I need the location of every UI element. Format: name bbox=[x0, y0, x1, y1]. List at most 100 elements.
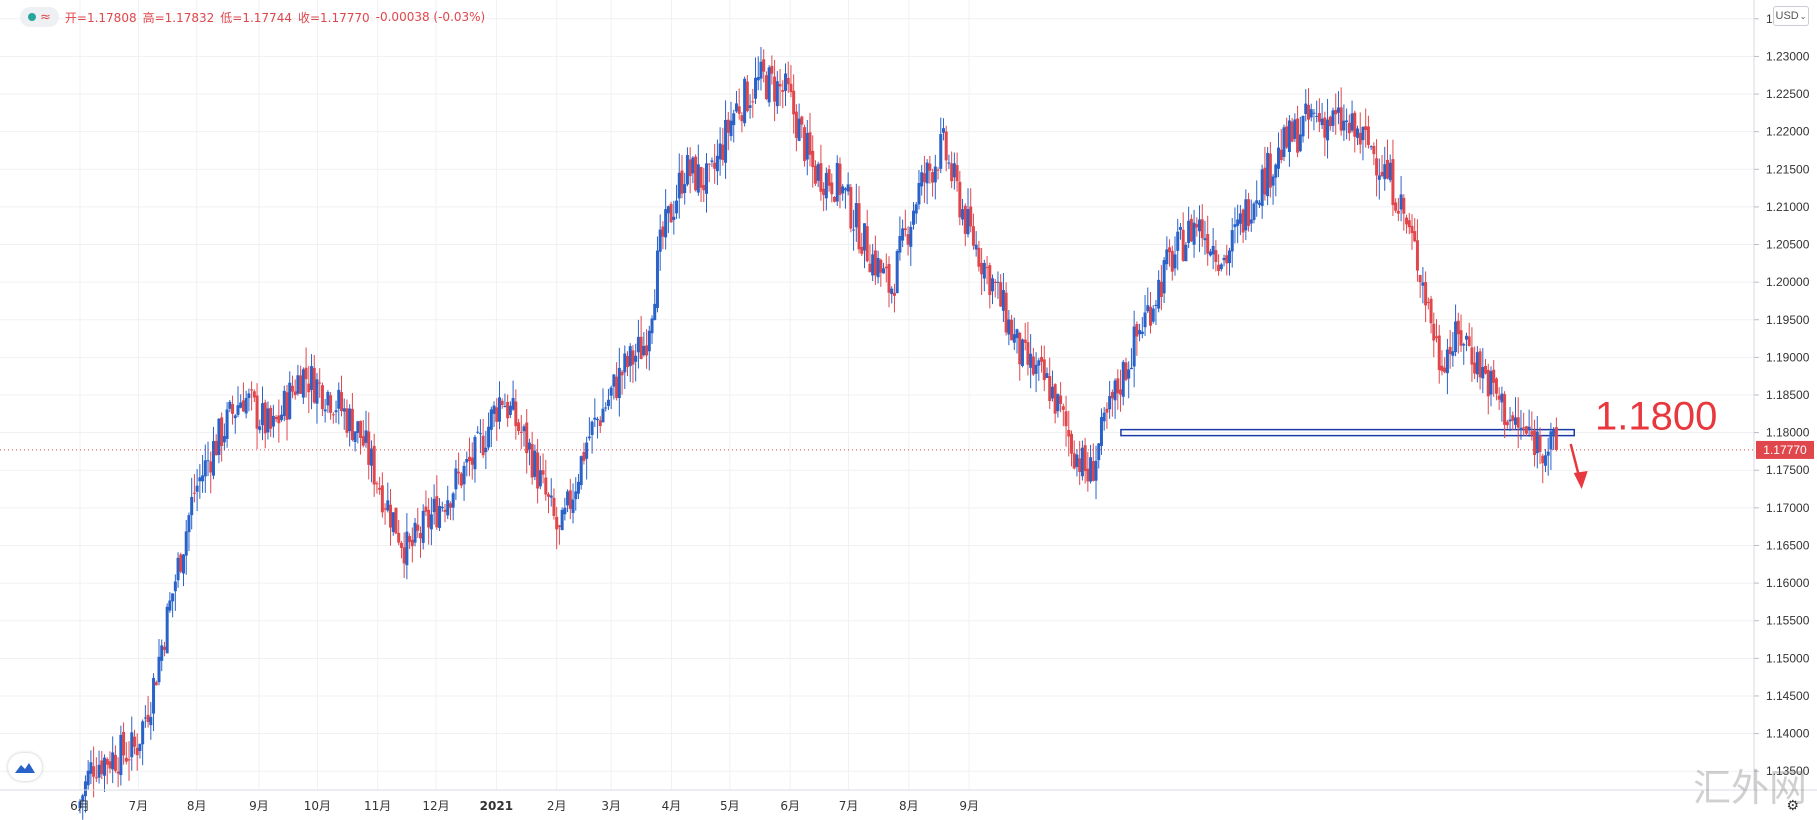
candle-body bbox=[263, 402, 267, 434]
candle bbox=[664, 189, 668, 250]
candle-body bbox=[1110, 392, 1114, 399]
candle-body bbox=[1249, 219, 1253, 224]
candle bbox=[912, 202, 916, 230]
candle bbox=[1099, 408, 1103, 455]
candle bbox=[1342, 104, 1346, 141]
candle-body bbox=[78, 801, 82, 809]
gear-icon[interactable]: ⚙ bbox=[1786, 797, 1799, 813]
candle-body bbox=[661, 226, 665, 237]
candle bbox=[149, 702, 153, 740]
candle-body bbox=[756, 77, 760, 81]
candle bbox=[1467, 322, 1471, 347]
candle bbox=[922, 155, 926, 203]
candle-body bbox=[157, 656, 161, 683]
candle bbox=[873, 235, 877, 285]
candle-body bbox=[86, 770, 90, 786]
candle-body bbox=[1306, 104, 1310, 120]
x-tick-label: 5月 bbox=[720, 799, 740, 813]
candle-body bbox=[1072, 453, 1076, 469]
candle bbox=[691, 156, 695, 184]
candle bbox=[353, 431, 357, 452]
candle-body bbox=[1015, 329, 1019, 339]
candle bbox=[941, 118, 945, 141]
candle bbox=[751, 88, 755, 118]
candle-body bbox=[293, 391, 297, 396]
candle bbox=[408, 533, 412, 549]
candle-body bbox=[416, 524, 420, 531]
candle bbox=[582, 442, 586, 465]
candle-body bbox=[1296, 118, 1300, 153]
candle-body bbox=[1326, 119, 1330, 141]
candle-body bbox=[119, 734, 123, 776]
time-axis[interactable]: 6月 7月 8月 9月 10月 11月 12月 2021 2月 3月 4月 5月 6月 7月 8月 9月 bbox=[0, 789, 1817, 813]
price-axis[interactable]: 1.13500 1.14000 1.14500 1.15000 1.15500 1.160… bbox=[1753, 0, 1810, 790]
candle bbox=[1200, 204, 1204, 247]
candle-body bbox=[1494, 378, 1498, 394]
candle bbox=[1293, 113, 1297, 142]
candle-body bbox=[1524, 426, 1528, 434]
candle-body bbox=[1257, 202, 1261, 205]
candle-body bbox=[1086, 468, 1090, 482]
x-tick-label: 6月 bbox=[780, 799, 800, 813]
candle-body bbox=[1432, 323, 1436, 341]
candle-body bbox=[100, 760, 104, 775]
candle-body bbox=[1162, 260, 1166, 294]
candle bbox=[1511, 411, 1515, 431]
candle-body bbox=[231, 404, 235, 414]
symbol-pill[interactable]: ≈ bbox=[20, 7, 59, 27]
candle-body bbox=[1181, 229, 1185, 261]
candle-body bbox=[1244, 199, 1248, 231]
candle-body bbox=[824, 172, 828, 199]
y-tick-label: 1.21500 bbox=[1766, 162, 1810, 176]
candle bbox=[947, 154, 951, 170]
candle bbox=[862, 223, 866, 269]
candle-body bbox=[982, 262, 986, 279]
candle bbox=[1140, 317, 1144, 339]
candle bbox=[1323, 111, 1327, 157]
candle-body bbox=[1481, 366, 1485, 379]
candle bbox=[1385, 139, 1389, 180]
candle bbox=[781, 80, 785, 109]
candle bbox=[1462, 342, 1466, 365]
candle bbox=[217, 418, 221, 464]
candle bbox=[1538, 427, 1542, 465]
candle-body bbox=[89, 762, 93, 774]
candle-body bbox=[1268, 153, 1272, 188]
candle-body bbox=[1301, 115, 1305, 137]
candle bbox=[236, 386, 240, 418]
candle bbox=[421, 504, 425, 550]
candle-body bbox=[1377, 175, 1381, 180]
currency-selector[interactable]: USD ⌄ bbox=[1773, 6, 1809, 26]
candle bbox=[857, 186, 861, 254]
candle-body bbox=[1151, 308, 1155, 322]
candle bbox=[179, 552, 183, 574]
candle-body bbox=[1375, 158, 1379, 176]
candle bbox=[1257, 199, 1261, 209]
candle bbox=[443, 503, 447, 523]
candle-body bbox=[179, 554, 183, 572]
candle-body bbox=[699, 167, 703, 188]
down-arrow-icon bbox=[1569, 443, 1580, 476]
candle-body bbox=[310, 366, 314, 390]
candle bbox=[1519, 409, 1523, 440]
candle bbox=[1083, 437, 1087, 484]
candle bbox=[1415, 219, 1419, 282]
candle bbox=[410, 527, 414, 563]
candle-body bbox=[1320, 118, 1324, 126]
candle-body bbox=[1040, 357, 1044, 362]
candle bbox=[1489, 366, 1493, 407]
candle-body bbox=[1004, 292, 1008, 333]
candle-body bbox=[192, 492, 196, 494]
candle-body bbox=[1132, 326, 1136, 367]
candle-body bbox=[813, 165, 817, 184]
candle-body bbox=[201, 475, 205, 482]
chart-logo-icon[interactable] bbox=[8, 753, 42, 781]
candle-body bbox=[947, 162, 951, 164]
candle bbox=[590, 420, 594, 454]
candle bbox=[1244, 189, 1248, 241]
candle bbox=[980, 247, 984, 296]
candle-body bbox=[1037, 360, 1041, 366]
x-tick-label: 2月 bbox=[547, 799, 567, 813]
candle bbox=[596, 416, 600, 439]
